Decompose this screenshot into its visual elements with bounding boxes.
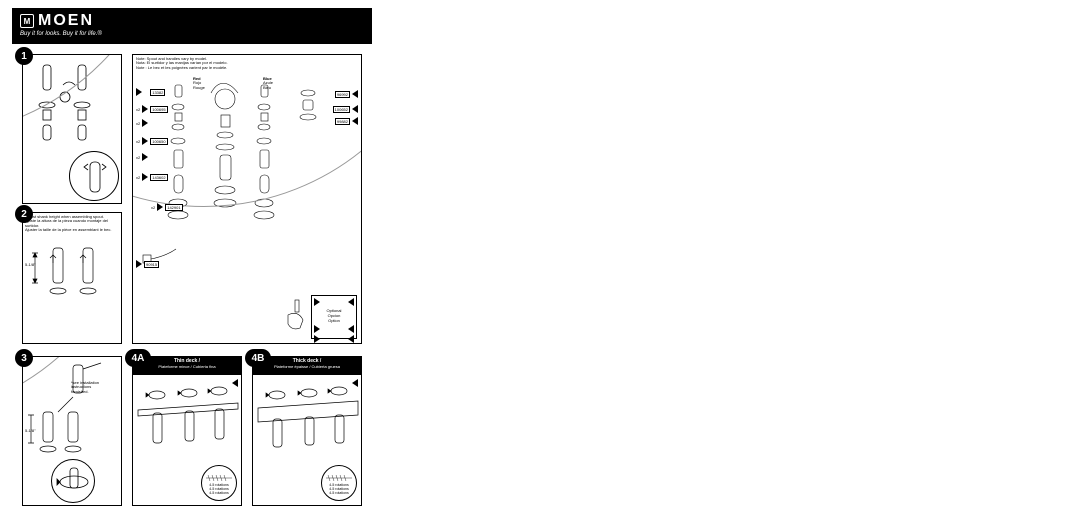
step4a-detail: 4-5 rotations 4-5 rotations 4-5 rotation… [201, 465, 237, 501]
callout-C: x2 [136, 119, 148, 127]
parts-diagram-panel: Note: Spout and handles vary by model. N… [132, 54, 362, 344]
brand-name: MOEN [38, 12, 94, 30]
instruction-sheet: M MOEN Buy it for looks. Buy it for life… [12, 8, 372, 520]
step-4b-panel: 4B Thick deck / Plateforme épaisse / Cub… [252, 356, 362, 506]
triangle-icon [136, 88, 142, 96]
triangle-icon [352, 117, 358, 125]
step2-dim: 5-1/8" [25, 263, 36, 267]
header-bar: M MOEN Buy it for looks. Buy it for life… [12, 8, 372, 44]
callout-G: x2142901 [151, 203, 183, 211]
step4b-diagram [253, 375, 363, 470]
callout-F: x2143602 [136, 173, 168, 181]
step-2-panel: 2 Adjust shank height when assembling sp… [22, 212, 122, 344]
step2-diagram [23, 233, 123, 343]
opt-fr: Option [314, 318, 354, 323]
callout-B: x2100695 [136, 105, 168, 113]
callout-D: x2100650 [136, 137, 168, 145]
callout-I: 96992 [335, 90, 358, 98]
step-1-badge: 1 [15, 47, 33, 65]
content-area: 1 #p1 .arc-bg::before{ left:-350px; top:… [12, 44, 372, 520]
callout-E: x2 [136, 153, 148, 161]
triangle-icon [232, 379, 238, 387]
triangle-icon [314, 335, 320, 343]
step1-detail-circle [69, 151, 119, 201]
triangle-icon [142, 105, 148, 113]
step4a-diagram [133, 375, 243, 470]
callout-A: x213382 [136, 88, 165, 96]
triangle-icon [142, 137, 148, 145]
step3-rotate-circle [51, 459, 95, 503]
callout-tri [352, 379, 358, 389]
step4b-detail: 4-5 rotations 4-5 rotations 4-5 rotation… [321, 465, 357, 501]
thread-icon [324, 472, 354, 484]
callout-K: 100652 [333, 105, 358, 113]
triangle-icon [348, 335, 354, 343]
callout-tri [232, 379, 238, 389]
moen-logo-icon: M [20, 14, 34, 28]
step2-note: Adjust shank height when assembling spou… [25, 215, 121, 233]
thread-icon [204, 472, 234, 484]
step3-dim: 5-1/8" [25, 429, 36, 433]
step1-detail-icon [70, 152, 120, 202]
triangle-icon [142, 119, 148, 127]
triangle-icon [314, 325, 320, 333]
step-1-panel: 1 #p1 .arc-bg::before{ left:-350px; top:… [22, 54, 122, 204]
brand: M MOEN [20, 12, 364, 30]
tagline: Buy it for looks. Buy it for life.® [20, 31, 364, 37]
step-4b-badge: 4B [245, 349, 271, 367]
optional-box: Optional Opcion Option [311, 295, 357, 339]
triangle-icon [352, 105, 358, 113]
step3-note: *see installation instructions furnished… [71, 381, 111, 394]
step-2-badge: 2 [15, 205, 33, 223]
triangle-icon [136, 260, 142, 268]
step-3-badge: 3 [15, 349, 33, 367]
triangle-icon [348, 298, 354, 306]
step-3-panel: 3 #p3 .arc-bg::before{ left:-380px; top:… [22, 356, 122, 506]
callout-J: 99882 [335, 117, 358, 125]
triangle-icon [142, 173, 148, 181]
rotate-arrow-icon [52, 460, 96, 504]
triangle-icon [352, 379, 358, 387]
step-4a-badge: 4A [125, 349, 151, 367]
triangle-icon [314, 298, 320, 306]
callout-O: 90915 [136, 260, 159, 268]
triangle-icon [352, 90, 358, 98]
step-4a-panel: 4A Thin deck / Plateforme mince / Cubier… [132, 356, 242, 506]
triangle-icon [348, 325, 354, 333]
triangle-icon [142, 153, 148, 161]
triangle-icon [157, 203, 163, 211]
